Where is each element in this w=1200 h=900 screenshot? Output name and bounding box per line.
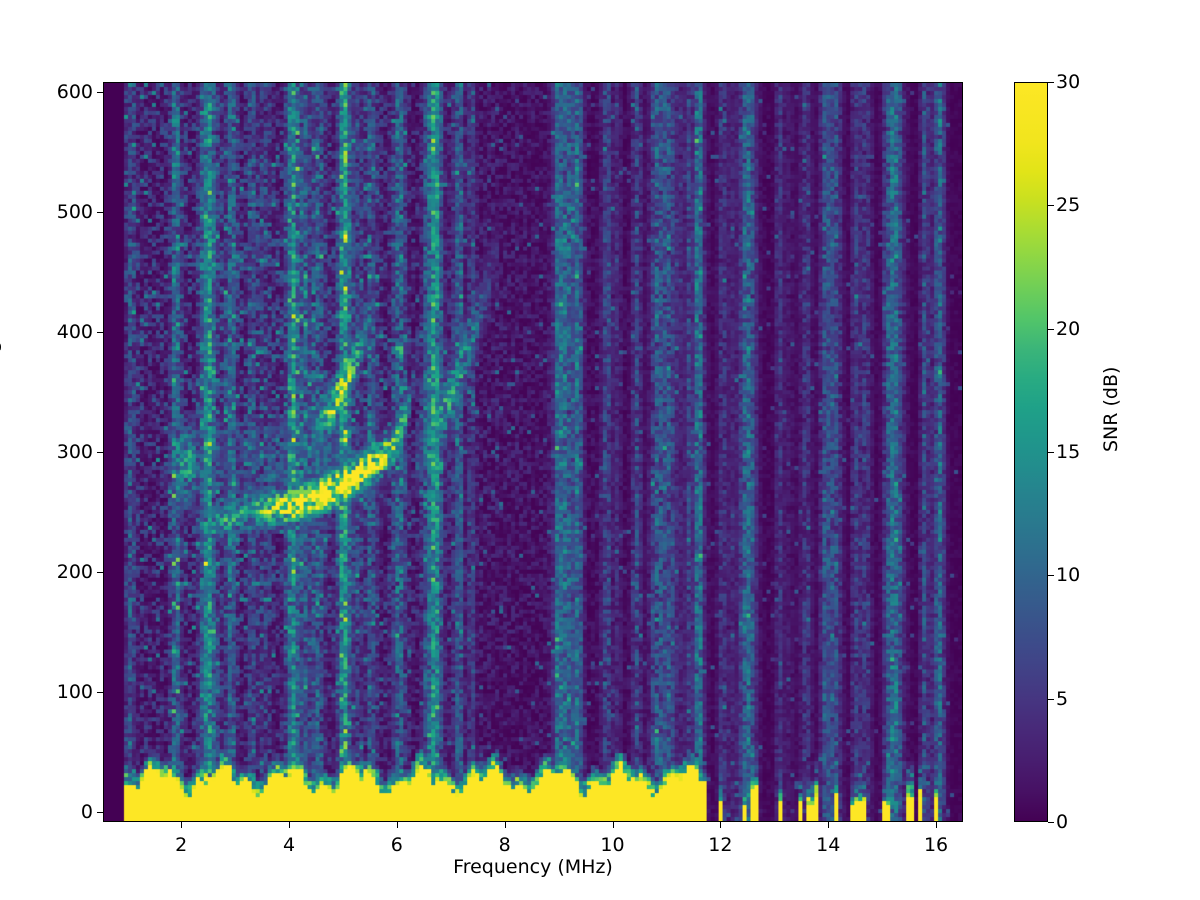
- colorbar-tick-mark: [1048, 452, 1054, 454]
- colorbar-label: SNR (dB): [1100, 366, 1122, 452]
- colorbar-tick-label: 15: [1056, 441, 1081, 463]
- y-tick-label: 300: [56, 441, 93, 463]
- x-tick-label: 10: [600, 834, 625, 856]
- snr-colorbar: [1014, 82, 1048, 822]
- colorbar-tick-label: 30: [1056, 71, 1081, 93]
- colorbar-tick-label: 0: [1056, 811, 1069, 833]
- y-tick-mark: [97, 452, 103, 454]
- colorbar-tick-label: 20: [1056, 317, 1081, 340]
- x-axis-label: Frequency (MHz): [453, 856, 613, 878]
- colorbar-tick-mark: [1048, 82, 1054, 84]
- y-tick-label: 600: [56, 80, 93, 103]
- x-tick-label: 8: [498, 834, 511, 856]
- colorbar-tick-label: 25: [1056, 194, 1081, 217]
- y-tick-mark: [97, 211, 103, 213]
- colorbar-tick-mark: [1048, 698, 1054, 700]
- y-tick-mark: [97, 331, 103, 333]
- x-tick-mark: [720, 822, 722, 828]
- colorbar-tick-mark: [1048, 205, 1054, 207]
- x-tick-label: 6: [390, 834, 403, 856]
- x-tick-mark: [504, 822, 506, 828]
- y-tick-label: 200: [56, 561, 93, 584]
- y-tick-mark: [97, 812, 103, 814]
- x-tick-mark: [828, 822, 830, 828]
- x-tick-mark: [396, 822, 398, 828]
- y-tick-label: 0: [80, 801, 93, 824]
- colorbar-tick-label: 10: [1056, 564, 1081, 587]
- x-tick-label: 14: [816, 834, 841, 856]
- y-tick-mark: [97, 91, 103, 93]
- y-tick-mark: [97, 692, 103, 694]
- y-tick-label: 100: [56, 681, 93, 704]
- x-tick-label: 4: [282, 834, 296, 856]
- x-tick-mark: [289, 822, 291, 828]
- y-axis-label: Virtual range (km): [0, 278, 2, 452]
- x-tick-label: 12: [708, 834, 733, 856]
- y-tick-label: 400: [56, 320, 93, 343]
- colorbar-tick-label: 5: [1056, 687, 1069, 710]
- colorbar-tick-mark: [1048, 822, 1054, 824]
- x-tick-mark: [612, 822, 614, 828]
- y-tick-mark: [97, 572, 103, 574]
- ionogram-heatmap-canvas: [104, 83, 962, 821]
- colorbar-tick-mark: [1048, 575, 1054, 577]
- colorbar-tick-mark: [1048, 328, 1054, 330]
- x-tick-label: 2: [175, 834, 188, 856]
- y-tick-label: 500: [56, 200, 93, 223]
- x-tick-label: 16: [923, 834, 949, 856]
- x-tick-mark: [936, 822, 938, 828]
- x-tick-mark: [181, 822, 183, 828]
- ionogram-plot-area: [103, 82, 963, 822]
